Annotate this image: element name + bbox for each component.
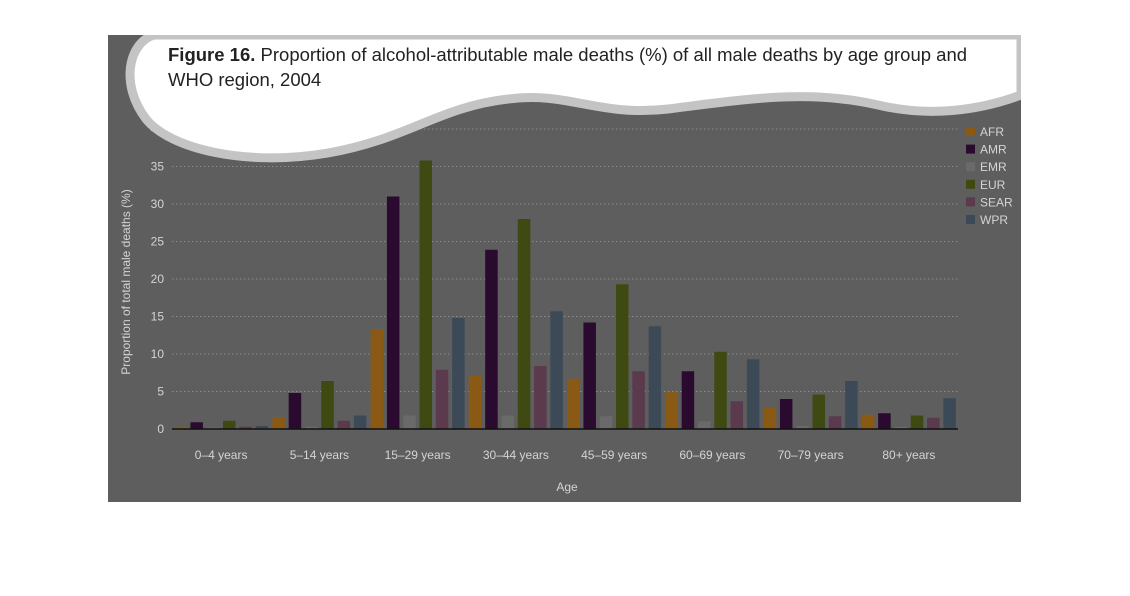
bar-emr <box>501 415 514 429</box>
bar-emr <box>697 421 711 429</box>
bar-wpr <box>845 381 858 429</box>
bar-sear <box>337 420 351 429</box>
bar-amr <box>583 322 596 429</box>
legend-label-eur: EUR <box>980 178 1006 192</box>
bar-afr <box>763 408 777 429</box>
bar-amr <box>190 422 203 429</box>
x-tick-label: 15–29 years <box>385 448 451 462</box>
bar-sear <box>927 417 940 429</box>
y-tick-label: 0 <box>157 422 164 436</box>
bar-sear <box>534 366 547 429</box>
y-tick-label: 25 <box>151 235 165 249</box>
bar-emr <box>304 426 318 429</box>
bar-afr <box>370 329 384 429</box>
legend-label-amr: AMR <box>980 143 1007 157</box>
bar-eur <box>517 219 531 429</box>
legend-swatch-emr <box>966 162 975 172</box>
bar-sear <box>828 416 842 429</box>
legend-swatch-eur <box>966 179 975 189</box>
figure-caption-text: Proportion of alcohol-attributable male … <box>168 44 968 90</box>
bar-sear <box>435 369 449 429</box>
bar-eur <box>321 381 334 429</box>
x-tick-label: 80+ years <box>882 448 935 462</box>
bar-afr <box>174 426 187 429</box>
bar-emr <box>894 426 907 429</box>
bar-amr <box>386 196 400 429</box>
bar-eur <box>714 351 727 429</box>
y-tick-label: 20 <box>151 272 165 286</box>
bar-afr <box>567 378 580 429</box>
legend-label-sear: SEAR <box>980 195 1013 209</box>
y-tick-label: 35 <box>151 160 165 174</box>
bar-amr <box>681 371 695 429</box>
y-tick-label: 30 <box>151 197 165 211</box>
bars <box>174 160 956 429</box>
legend-label-afr: AFR <box>980 125 1004 139</box>
y-tick-label: 15 <box>151 310 165 324</box>
bar-eur <box>910 415 924 429</box>
bar-emr <box>796 426 809 429</box>
bar-wpr <box>943 398 956 429</box>
bar-wpr <box>648 326 662 429</box>
bar-eur <box>223 420 236 429</box>
bar-wpr <box>746 359 760 429</box>
bar-wpr <box>452 318 465 429</box>
bar-sear <box>632 371 645 429</box>
y-tick-label: 5 <box>157 385 164 399</box>
bar-emr <box>403 415 416 429</box>
x-tick-label: 60–69 years <box>679 448 745 462</box>
bar-wpr <box>353 415 367 429</box>
x-tick-label: 0–4 years <box>195 448 248 462</box>
figure-number: Figure 16. <box>168 44 256 65</box>
bar-wpr <box>255 426 269 429</box>
x-tick-label: 45–59 years <box>581 448 647 462</box>
bar-eur <box>616 284 629 429</box>
legend-swatch-afr <box>966 127 975 136</box>
legend: AFR AMR EMR EUR SEAR WPR <box>966 125 1013 227</box>
bar-wpr <box>550 311 563 429</box>
caption-cloud-banner <box>125 35 1021 163</box>
legend-label-emr: EMR <box>980 160 1007 174</box>
bar-amr <box>288 393 302 429</box>
x-axis-label: Age <box>556 480 578 494</box>
x-tick-label: 5–14 years <box>290 448 349 462</box>
bar-amr <box>779 399 793 429</box>
bar-eur <box>812 394 826 429</box>
figure-caption: Figure 16. Proportion of alcohol-attribu… <box>168 42 988 92</box>
y-tick-labels: 0510152025303540 <box>151 122 165 436</box>
legend-swatch-wpr <box>966 215 975 224</box>
x-tick-label: 30–44 years <box>483 448 549 462</box>
y-tick-label: 10 <box>151 347 165 361</box>
gridlines <box>172 128 958 392</box>
bar-emr <box>599 416 613 429</box>
bar-afr <box>468 375 482 429</box>
bar-eur <box>419 160 433 429</box>
legend-swatch-amr <box>966 144 975 154</box>
bar-sear <box>239 426 252 429</box>
bar-afr <box>665 392 678 429</box>
x-tick-label: 70–79 years <box>778 448 844 462</box>
bar-amr <box>878 413 891 429</box>
x-tick-labels: 0–4 years 5–14 years 15–29 years 30–44 year… <box>195 448 936 462</box>
legend-label-wpr: WPR <box>980 213 1008 227</box>
y-axis-label: Proportion of total male deaths (%) <box>119 189 133 374</box>
bar-afr <box>272 417 285 429</box>
bar-sear <box>730 401 744 429</box>
bar-amr <box>485 249 498 429</box>
bar-afr <box>861 414 875 429</box>
legend-swatch-sear <box>966 197 975 207</box>
